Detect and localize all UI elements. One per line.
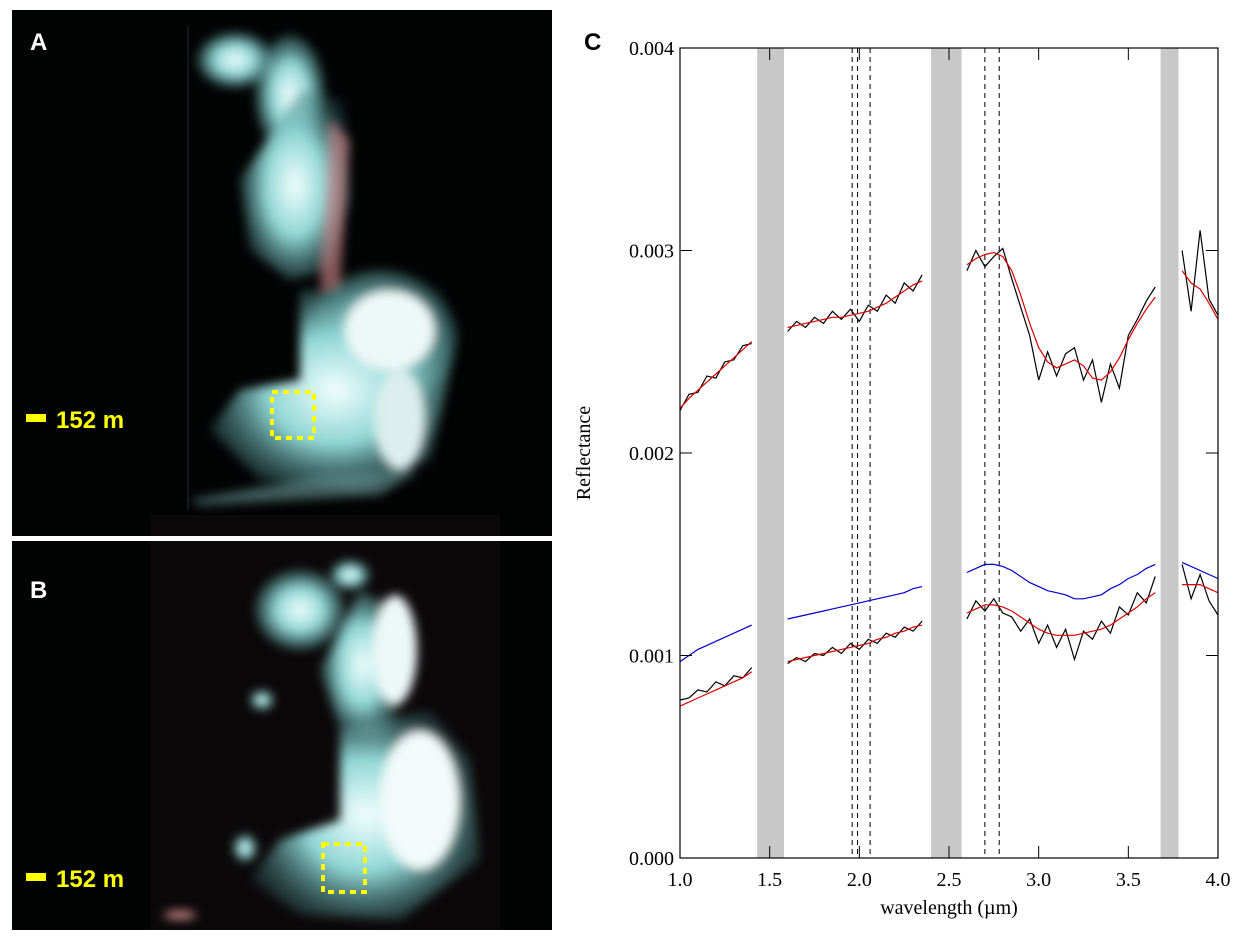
scale-bar: [26, 873, 46, 881]
panel-a: A 152 m: [12, 10, 552, 536]
panel-b: B 152 m: [12, 515, 552, 930]
x-tick-label: 4.0: [1206, 869, 1231, 891]
region-box: [321, 842, 367, 894]
plot-area: 1.0 1.5 2.0 2.5 3.0 3.5 4.0 0.000 0.001 0.002 0.00…: [629, 38, 1231, 891]
x-tick-label: 3.0: [1026, 869, 1051, 891]
y-tick-label: 0.002: [629, 443, 674, 465]
x-tick-label: 3.5: [1116, 869, 1141, 891]
gap-band: [931, 48, 962, 858]
y-tick-label: 0.000: [629, 848, 674, 870]
x-tick-label: 1.0: [668, 869, 693, 891]
panel-label: A: [30, 29, 47, 56]
y-tick-label: 0.001: [629, 646, 674, 668]
y-axis-title: Reflectance: [573, 406, 595, 500]
divider: [12, 536, 552, 541]
gap-band: [1160, 48, 1179, 858]
comet-image: [190, 32, 460, 505]
panel-label: C: [584, 29, 601, 56]
scale-label: 152 m: [56, 407, 124, 434]
spectrum-line: [679, 561, 1219, 663]
y-tick-label: 0.004: [629, 38, 674, 60]
gap-band: [757, 48, 785, 858]
scale-label: 152 m: [56, 866, 124, 893]
x-axis-title: wavelength (µm): [880, 897, 1018, 919]
x-tick-label: 2.0: [847, 869, 872, 891]
comet-image: [164, 560, 480, 920]
panel-label: B: [30, 577, 47, 604]
spectrum-line: [679, 584, 1219, 707]
scale-bar: [26, 414, 46, 422]
spectrum-line: [679, 230, 1219, 411]
x-tick-label: 1.5: [757, 869, 782, 891]
y-tick-label: 0.003: [629, 241, 674, 263]
x-tick-label: 2.5: [937, 869, 962, 891]
spectrum-line: [679, 251, 1219, 409]
